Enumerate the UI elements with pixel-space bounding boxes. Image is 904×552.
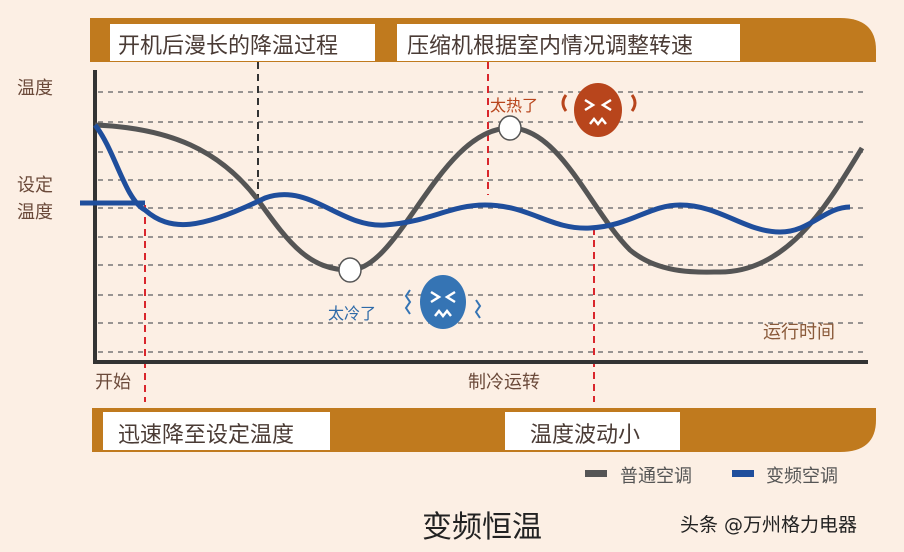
watermark: 头条 @万州格力电器 xyxy=(680,514,858,536)
cold-label: 太冷了 xyxy=(328,304,377,323)
x-start-label: 开始 xyxy=(95,372,131,393)
set-temp-label-2: 温度 xyxy=(17,202,53,223)
top-banner-right-text: 压缩机根据室内情况调整转速 xyxy=(407,34,694,59)
y-axis xyxy=(93,70,868,364)
bottom-banner-right-text: 温度波动小 xyxy=(530,423,641,448)
top-banner-box-right xyxy=(397,24,740,61)
legend-swatch-normal xyxy=(585,470,607,477)
cold-point xyxy=(338,257,362,283)
bottom-banner-left-text: 迅速降至设定温度 xyxy=(118,423,295,448)
title: 变频恒温 xyxy=(422,510,542,545)
hot-face-icon xyxy=(561,83,637,137)
hot-point xyxy=(498,115,522,141)
legend-inverter-label: 变频空调 xyxy=(766,466,838,487)
series-inverter-ac xyxy=(80,123,851,235)
grid-lines xyxy=(98,91,868,353)
x-axis-label: 运行时间 xyxy=(763,322,835,343)
top-banner-box-left xyxy=(110,24,375,61)
top-banner-left-text: 开机后漫长的降温过程 xyxy=(118,34,339,59)
y-axis-label: 温度 xyxy=(17,78,53,99)
series-normal-ac xyxy=(94,122,865,275)
x-middle-label: 制冷运转 xyxy=(468,372,540,393)
legend-normal-label: 普通空调 xyxy=(620,466,692,487)
hot-label: 太热了 xyxy=(490,96,539,115)
set-temp-label-1: 设定 xyxy=(17,175,53,196)
cold-face-icon xyxy=(404,275,482,329)
red-markers xyxy=(144,62,595,402)
legend-swatch-inverter xyxy=(732,470,754,477)
bottom-banner-box-left xyxy=(103,412,330,450)
bottom-banner-box-right xyxy=(505,412,680,450)
